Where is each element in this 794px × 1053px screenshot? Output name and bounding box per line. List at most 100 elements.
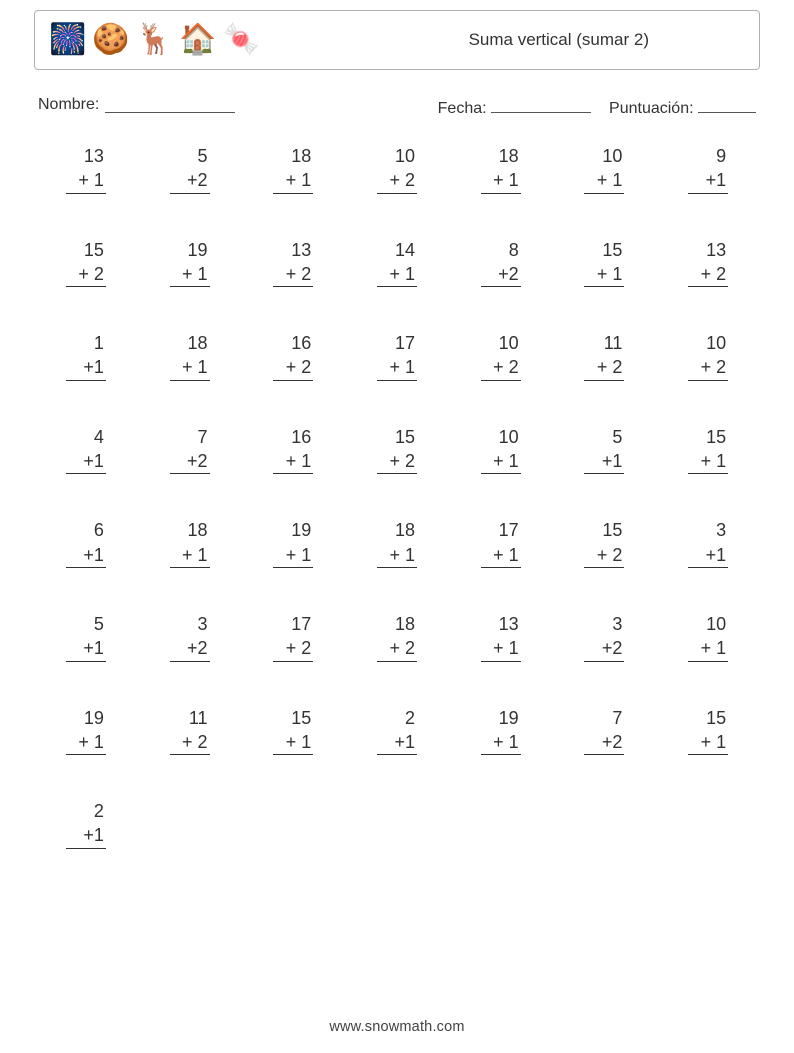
addend-bottom: + 1 [481,543,521,568]
problem-cell: 3+2 [553,612,657,662]
addend-bottom: + 1 [688,636,728,661]
addition-stack: 7+2 [584,706,624,756]
addend-bottom: + 2 [377,449,417,474]
problem-cell: 11+ 2 [553,331,657,381]
addend-bottom: + 1 [481,168,521,193]
addend-bottom: + 2 [584,355,624,380]
problem-cell: 18+ 1 [138,331,242,381]
addition-stack: 17+ 1 [481,518,521,568]
addend-bottom: + 1 [273,543,313,568]
problem-cell: 19+ 1 [241,518,345,568]
addition-stack: 18+ 1 [170,518,210,568]
addend-bottom: + 1 [273,730,313,755]
worksheet-title: Suma vertical (sumar 2) [469,30,649,50]
problem-cell: 10+ 1 [553,144,657,194]
addend-bottom: + 1 [377,355,417,380]
addend-top: 13 [66,144,106,168]
addition-stack: 18+ 1 [481,144,521,194]
problem-cell: 15+ 2 [553,518,657,568]
addend-top: 9 [688,144,728,168]
problem-cell: 2+1 [345,706,449,756]
addend-top: 5 [170,144,210,168]
addend-top: 15 [66,238,106,262]
addend-top: 13 [481,612,521,636]
meta-row: Nombre: Fecha: Puntuación: [34,96,760,118]
addend-bottom: + 1 [584,168,624,193]
problem-cell: 15+ 1 [553,238,657,288]
score-blank[interactable] [698,96,756,113]
addend-bottom: +2 [170,449,210,474]
footer-url: www.snowmath.com [0,1019,794,1035]
addition-stack: 2+1 [66,799,106,849]
addend-bottom: + 1 [66,730,106,755]
date-blank[interactable] [491,96,591,113]
problem-cell: 15+ 1 [241,706,345,756]
addend-bottom: +1 [584,449,624,474]
addition-stack: 3+2 [170,612,210,662]
header-icons: 🎆 🍪 🦌 🏠 🍬 [49,25,260,55]
addend-bottom: +1 [66,823,106,848]
name-blank[interactable] [105,96,235,113]
firework-icon: 🎆 [49,25,86,55]
addend-bottom: + 2 [66,262,106,287]
addition-stack: 3+1 [688,518,728,568]
addition-stack: 16+ 1 [273,425,313,475]
addend-top: 19 [66,706,106,730]
addend-top: 14 [377,238,417,262]
addend-bottom: +2 [481,262,521,287]
addend-bottom: + 2 [170,730,210,755]
addend-bottom: + 1 [170,355,210,380]
problem-cell: 3+2 [138,612,242,662]
addition-stack: 14+ 1 [377,238,417,288]
addition-stack: 19+ 1 [66,706,106,756]
addend-bottom: + 1 [170,543,210,568]
addend-top: 19 [170,238,210,262]
addition-stack: 18+ 1 [273,144,313,194]
problem-cell: 5+2 [138,144,242,194]
problem-cell: 15+ 1 [656,706,760,756]
addition-stack: 10+ 1 [584,144,624,194]
addend-top: 18 [170,331,210,355]
addend-top: 15 [377,425,417,449]
addend-bottom: +1 [66,636,106,661]
addend-bottom: +1 [66,355,106,380]
addend-bottom: + 2 [377,168,417,193]
addend-bottom: + 2 [688,262,728,287]
addition-stack: 5+1 [584,425,624,475]
addend-bottom: +1 [377,730,417,755]
addition-stack: 17+ 1 [377,331,417,381]
addend-bottom: + 2 [273,636,313,661]
problem-cell: 10+ 1 [449,425,553,475]
problem-cell: 18+ 1 [241,144,345,194]
addend-top: 15 [273,706,313,730]
addend-top: 16 [273,425,313,449]
addend-bottom: + 1 [66,168,106,193]
addend-bottom: + 2 [273,355,313,380]
addend-bottom: + 2 [481,355,521,380]
addition-stack: 19+ 1 [170,238,210,288]
addend-bottom: + 1 [170,262,210,287]
addend-top: 15 [688,706,728,730]
addition-stack: 16+ 2 [273,331,313,381]
candy-cane-icon: 🍬 [222,25,259,55]
addend-top: 5 [584,425,624,449]
problem-cell: 18+ 2 [345,612,449,662]
addend-bottom: + 1 [688,730,728,755]
problem-cell: 19+ 1 [449,706,553,756]
problem-cell: 18+ 1 [449,144,553,194]
addition-stack: 5+2 [170,144,210,194]
addition-stack: 18+ 2 [377,612,417,662]
addend-top: 19 [273,518,313,542]
addition-stack: 15+ 2 [377,425,417,475]
addend-top: 2 [66,799,106,823]
addend-top: 13 [273,238,313,262]
addition-stack: 15+ 2 [66,238,106,288]
addition-stack: 15+ 1 [273,706,313,756]
addend-bottom: +1 [688,543,728,568]
addend-top: 1 [66,331,106,355]
addend-bottom: +2 [584,730,624,755]
addition-stack: 18+ 1 [377,518,417,568]
addend-bottom: +2 [584,636,624,661]
addition-stack: 3+2 [584,612,624,662]
addend-bottom: +1 [688,168,728,193]
